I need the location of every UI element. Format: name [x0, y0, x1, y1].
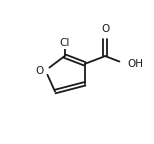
Text: O: O — [36, 66, 44, 75]
Text: OH: OH — [127, 59, 143, 69]
Text: Cl: Cl — [59, 38, 70, 48]
Text: O: O — [101, 24, 109, 34]
